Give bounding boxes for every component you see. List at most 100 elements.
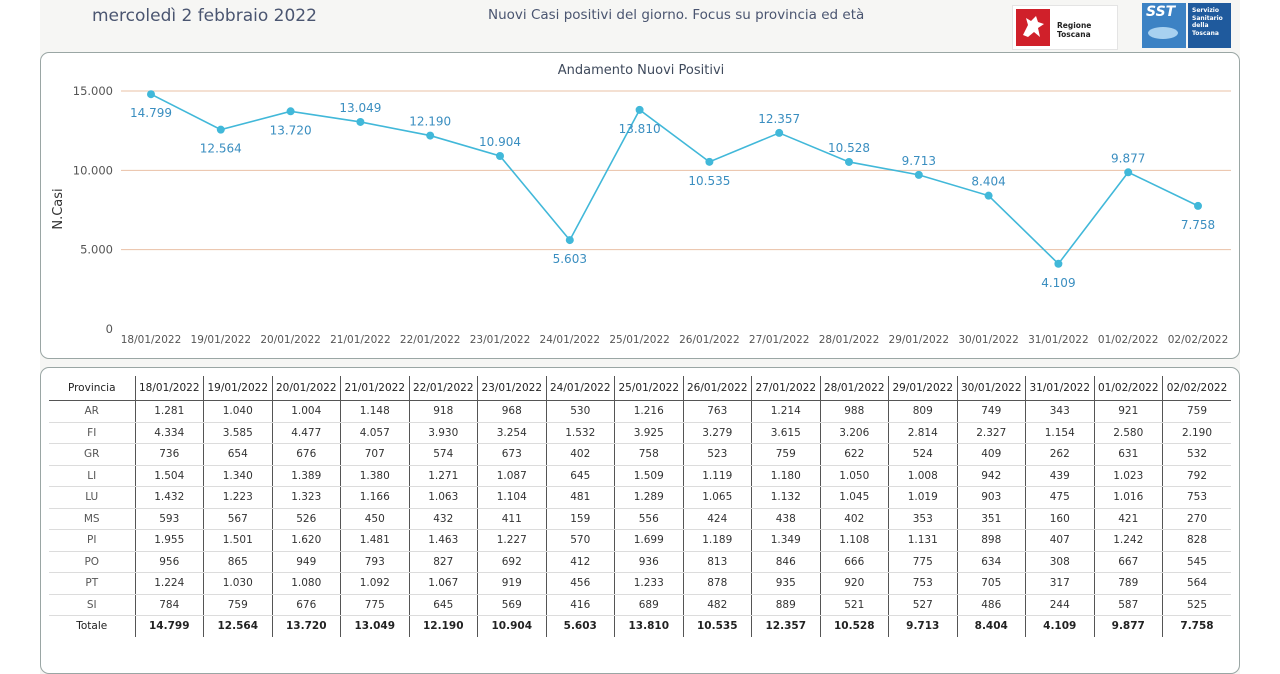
value-cell: 421: [1093, 508, 1163, 530]
total-cell: 5.603: [545, 615, 615, 637]
value-cell: 1.030: [203, 572, 272, 595]
x-tick-label: 28/01/2022: [819, 334, 880, 346]
value-cell: 676: [271, 594, 341, 616]
value-cell: 569: [477, 594, 546, 616]
value-cell: 759: [751, 443, 820, 466]
value-cell: 317: [1025, 572, 1094, 595]
value-cell: 918: [408, 400, 478, 423]
value-cell: 676: [271, 443, 341, 466]
value-cell: 351: [956, 508, 1026, 530]
value-cell: 1.067: [408, 572, 478, 595]
table-total-row: Totale 14.799 12.564 13.720 13.049 12.190 10.9…: [49, 615, 1231, 637]
value-cell: 527: [888, 594, 957, 616]
value-cell: 1.340: [203, 465, 272, 487]
value-cell: 438: [751, 508, 820, 530]
value-cell: 758: [614, 443, 683, 466]
report-title: Nuovi Casi positivi del giorno. Focus su…: [488, 7, 865, 23]
value-cell: 707: [340, 443, 409, 466]
data-label: 13.720: [270, 123, 312, 137]
total-cell: 4.109: [1025, 615, 1094, 637]
value-cell: 1.080: [271, 572, 341, 595]
value-cell: 1.501: [203, 529, 272, 552]
series-line: [150, 93, 1199, 266]
value-cell: 1.180: [751, 465, 820, 487]
data-label: 12.357: [758, 112, 800, 126]
table-row: PO 956 865 949 793 827 692 412 936 813 846 666 775 63…: [49, 551, 1231, 573]
column-header-date: 29/01/2022: [888, 376, 957, 401]
value-cell: 556: [614, 508, 683, 530]
value-cell: 792: [1162, 465, 1231, 487]
value-cell: 2.814: [888, 422, 957, 444]
total-cell: 13.810: [614, 615, 683, 637]
value-cell: 424: [682, 508, 752, 530]
y-tick-label: 15.000: [73, 84, 113, 98]
value-cell: 1.380: [340, 465, 409, 487]
value-cell: 775: [888, 551, 957, 573]
value-cell: 456: [545, 572, 615, 595]
column-header-date: 23/01/2022: [477, 376, 546, 401]
value-cell: 159: [545, 508, 615, 530]
value-cell: 1.223: [203, 486, 272, 509]
value-cell: 705: [956, 572, 1026, 595]
value-cell: 654: [203, 443, 272, 466]
province-cell: AR: [49, 400, 135, 423]
value-cell: 1.699: [614, 529, 683, 552]
value-cell: 1.019: [888, 486, 957, 509]
x-tick-label: 31/01/2022: [1028, 334, 1089, 346]
value-cell: 486: [956, 594, 1026, 616]
data-label: 9.713: [902, 154, 936, 168]
column-header-date: 27/01/2022: [751, 376, 820, 401]
value-cell: 846: [751, 551, 820, 573]
value-cell: 353: [888, 508, 957, 530]
value-cell: 574: [408, 443, 478, 466]
value-cell: 450: [340, 508, 409, 530]
report-date: mercoledì 2 febbraio 2022: [92, 6, 317, 26]
value-cell: 524: [888, 443, 957, 466]
value-cell: 1.432: [134, 486, 204, 509]
table-body: AR 1.281 1.040 1.004 1.148 918 968 530 1.216 763 1…: [49, 400, 1231, 637]
data-label: 4.109: [1041, 276, 1075, 290]
column-header-date: 18/01/2022: [134, 376, 204, 401]
value-cell: 1.154: [1025, 422, 1094, 444]
column-header-date: 20/01/2022: [271, 376, 341, 401]
x-tick-label: 20/01/2022: [260, 334, 321, 346]
regione-toscana-text: Regione Toscana: [1057, 21, 1092, 39]
value-cell: 1.065: [682, 486, 752, 509]
column-header-date: 21/01/2022: [340, 376, 409, 401]
value-cell: 587: [1093, 594, 1163, 616]
sst-name: Servizio Sanitario della Toscana: [1188, 3, 1231, 48]
value-cell: 262: [1025, 443, 1094, 466]
table-row: PT 1.224 1.030 1.080 1.092 1.067 919 456 1.233 87…: [49, 572, 1231, 595]
value-cell: 564: [1162, 572, 1231, 595]
value-cell: 2.190: [1162, 422, 1231, 444]
x-tick-label: 30/01/2022: [958, 334, 1019, 346]
value-cell: 645: [545, 465, 615, 487]
value-cell: 1.040: [203, 400, 272, 423]
value-cell: 1.281: [134, 400, 204, 423]
value-cell: 865: [203, 551, 272, 573]
column-header-date: 01/02/2022: [1093, 376, 1163, 401]
value-cell: 3.206: [819, 422, 889, 444]
province-cell: PT: [49, 572, 135, 595]
value-cell: 759: [1162, 400, 1231, 423]
data-label: 13.810: [619, 122, 661, 136]
value-cell: 903: [956, 486, 1026, 509]
value-cell: 1.620: [271, 529, 341, 552]
value-cell: 692: [477, 551, 546, 573]
sst-name-line: della: [1192, 22, 1209, 29]
value-cell: 482: [682, 594, 752, 616]
data-label: 12.190: [409, 115, 451, 129]
data-point: [775, 128, 784, 137]
value-cell: 3.930: [408, 422, 478, 444]
value-cell: 1.532: [545, 422, 615, 444]
value-cell: 3.925: [614, 422, 683, 444]
value-cell: 949: [271, 551, 341, 573]
total-cell: 8.404: [956, 615, 1026, 637]
value-cell: 244: [1025, 594, 1094, 616]
value-cell: 1.016: [1093, 486, 1163, 509]
x-tick-label: 29/01/2022: [889, 334, 950, 346]
value-cell: 753: [1162, 486, 1231, 509]
value-cell: 343: [1025, 400, 1094, 423]
province-cell: FI: [49, 422, 135, 444]
value-cell: 789: [1093, 572, 1163, 595]
